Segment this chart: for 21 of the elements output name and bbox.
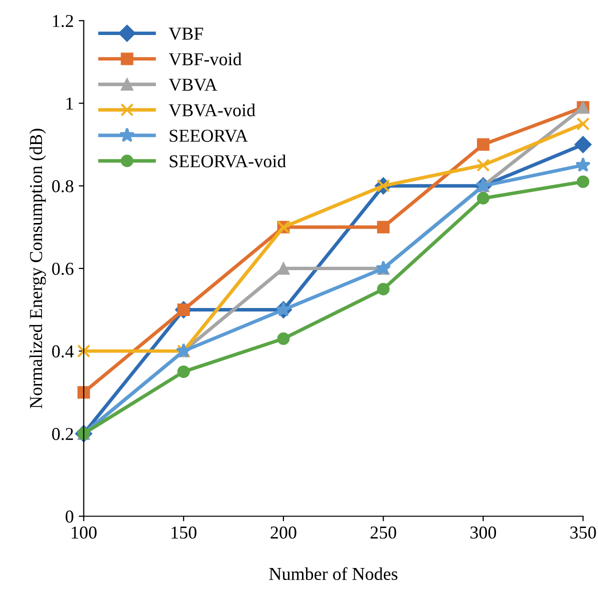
y-axis-title: Normalized Energy Consumption (dB)	[29, 128, 46, 408]
x-tick-label: 100	[72, 526, 97, 539]
legend-label: VBVA	[168, 78, 218, 91]
y-tick-label: 0.2	[52, 428, 73, 440]
x-tick-label: 300	[470, 526, 496, 539]
legend-label: SEEORVA	[170, 130, 248, 142]
x-tick-label: 200	[270, 526, 296, 539]
y-tick-label: 1.2	[53, 14, 73, 28]
legend-label: VBF	[168, 28, 204, 40]
legend-label: VBVA-void	[168, 104, 256, 116]
y-tick-label: 0.8	[52, 180, 74, 192]
legend-label: SEEORVA-void	[170, 154, 286, 168]
x-tick-label: 250	[370, 526, 396, 539]
legend-label: VBF-void	[168, 52, 242, 66]
y-tick-label: 0	[66, 510, 74, 523]
y-tick-label: 1	[66, 98, 73, 110]
x-tick-label: 150	[172, 526, 196, 539]
y-tick-label: 0.4	[52, 345, 74, 358]
x-tick-label: 350	[570, 526, 596, 539]
y-tick-label: 0.6	[52, 262, 74, 275]
x-axis-title: Number of Nodes	[269, 567, 398, 580]
